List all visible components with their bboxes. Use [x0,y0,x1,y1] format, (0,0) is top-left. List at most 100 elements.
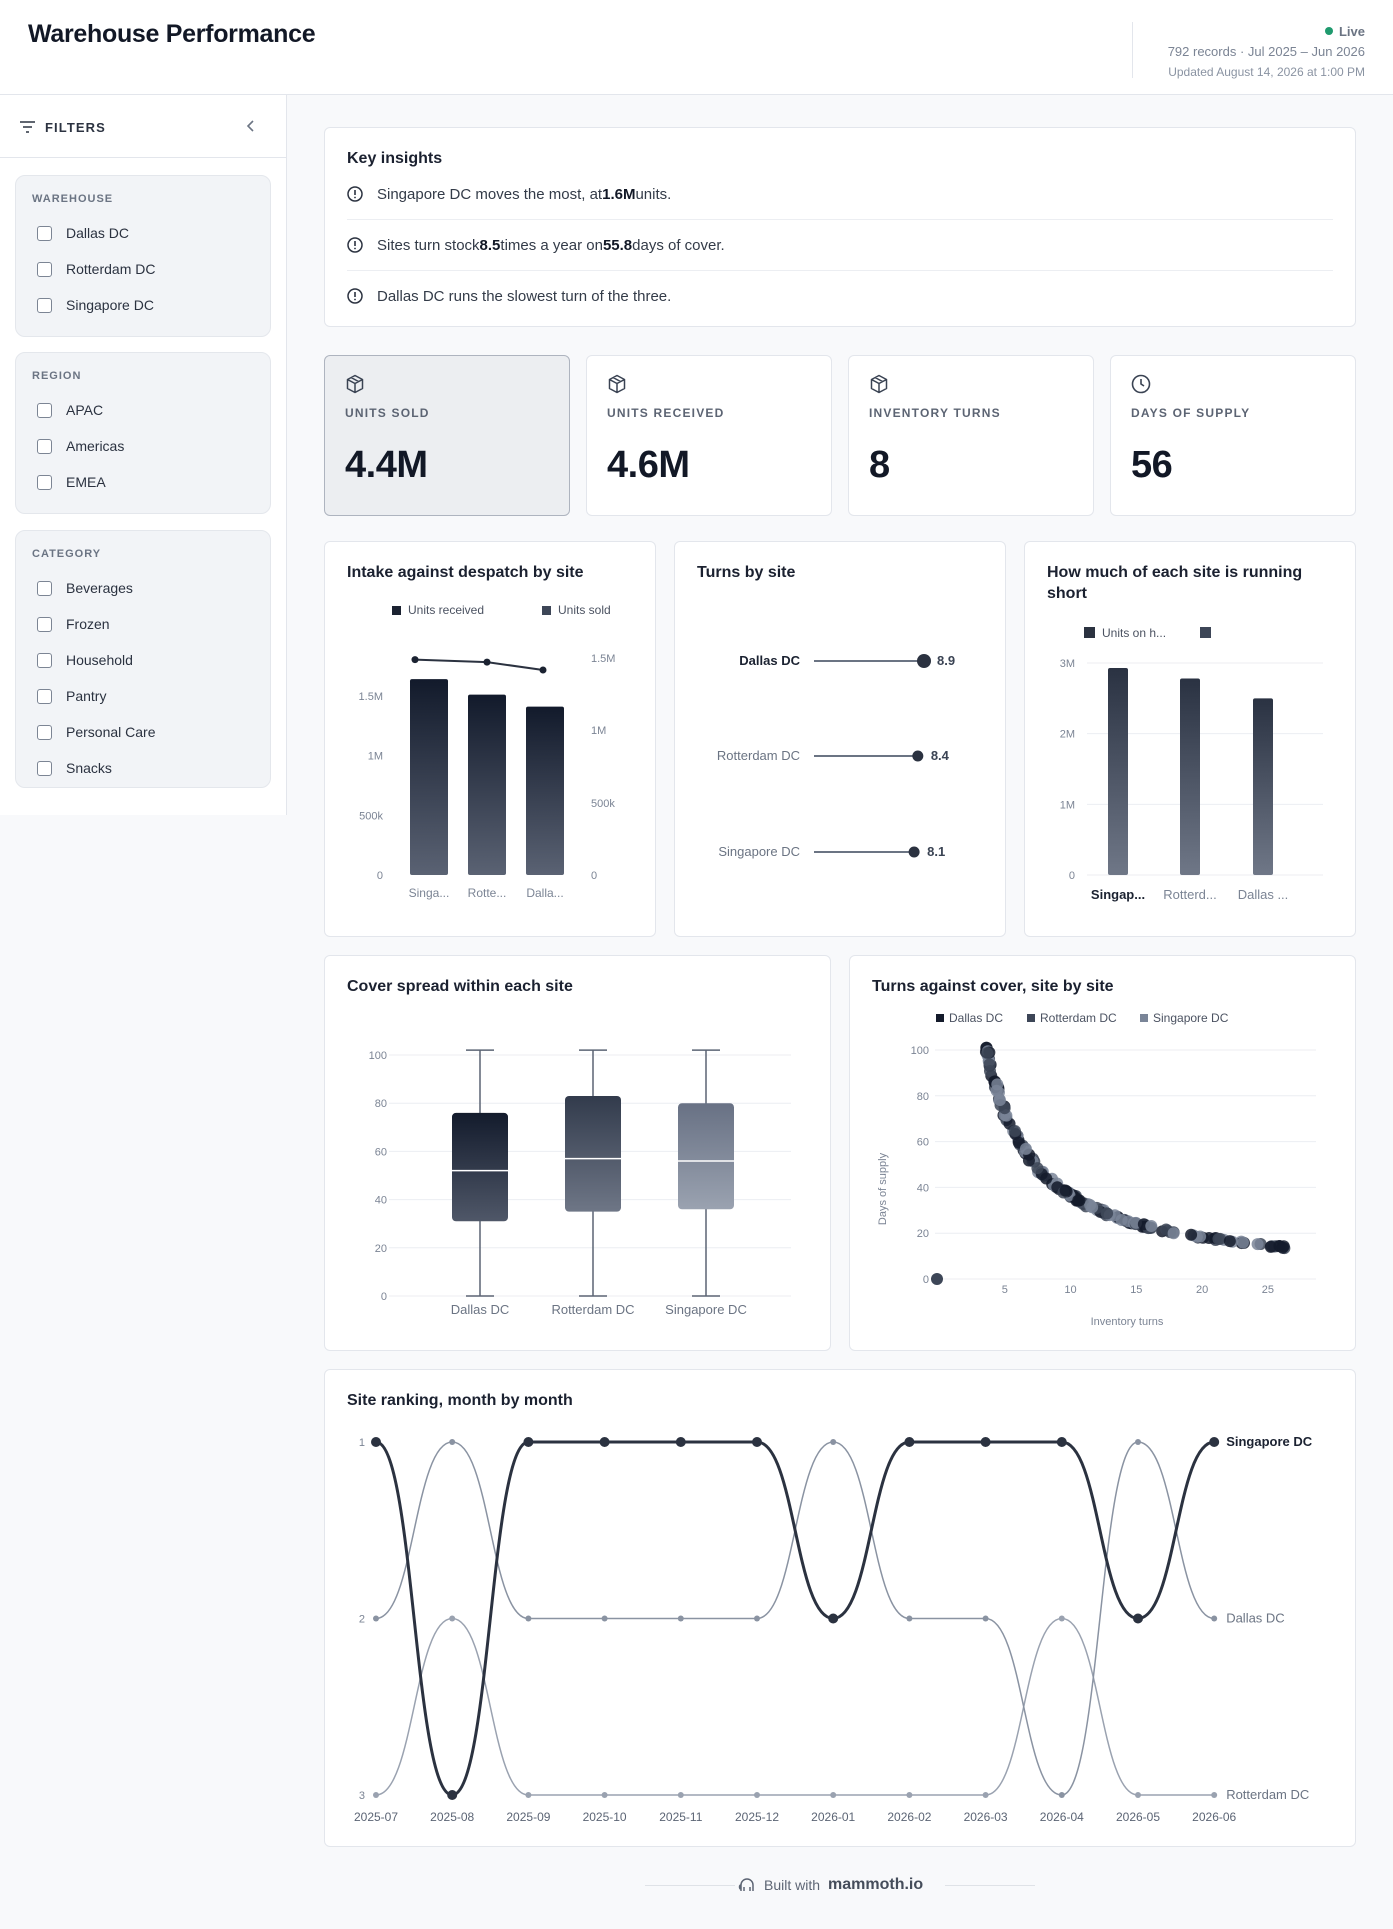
y-tick-label: 80 [375,1098,387,1110]
lollipop-dot [912,750,924,762]
filter-option[interactable]: Pantry [37,685,106,707]
clock-icon [1131,374,1151,394]
scatter-point [990,1084,1003,1097]
chart-title: Site ranking, month by month [347,1392,573,1409]
intake-despatch-card: Intake against despatch by site Units re… [324,541,656,937]
y-tick-label: 2 [359,1614,365,1626]
filter-option[interactable]: EMEA [37,471,106,493]
checkbox[interactable] [37,760,52,776]
app-header: Warehouse Performance Live 792 records ·… [0,0,1393,95]
checkbox[interactable] [37,438,52,454]
y-tick-label: 60 [375,1146,387,1158]
kpi-card-days-of-supply[interactable]: DAYS OF SUPPLY 56 [1110,355,1356,516]
kpi-label: UNITS RECEIVED [607,406,725,420]
checkbox[interactable] [37,402,52,418]
series-point [525,1792,532,1798]
updated-timestamp: Updated August 14, 2026 at 1:00 PM [1168,65,1365,79]
bar [1253,698,1273,875]
scatter-point [1236,1236,1249,1249]
filters-header: FILTERS [0,95,286,158]
x-tick-label: Dallas DC [451,1302,510,1317]
scatter-point [1251,1238,1264,1251]
x-tick-label: 25 [1262,1284,1274,1296]
filter-group-title: WAREHOUSE [32,193,114,205]
scatter-point [981,1046,994,1059]
checkbox[interactable] [37,580,52,596]
filter-option[interactable]: Frozen [37,613,110,635]
filter-group-title: REGION [32,370,82,382]
series-point [449,1439,456,1445]
series-point [1135,1439,1141,1445]
series-point [754,1615,760,1622]
built-with[interactable]: Built with mammoth.io [738,1876,923,1894]
x-tick-label: 2026-01 [811,1810,855,1824]
running-short-card: How much of each site is running short U… [1024,541,1356,937]
x-tick-label: 2025-11 [659,1810,702,1824]
filter-option[interactable]: Snacks [37,757,112,779]
series-point [982,1615,989,1622]
legend-label: Units sold [558,603,611,617]
checkbox[interactable] [37,688,52,704]
series-point [830,1792,837,1798]
page-title: Warehouse Performance [28,20,316,48]
legend-swatch [1027,1014,1035,1022]
scatter-point [1167,1227,1180,1240]
alert-circle-icon [347,288,363,304]
kpi-card-inventory-turns[interactable]: INVENTORY TURNS 8 [848,355,1094,516]
value-label: 8.9 [937,653,955,668]
turns-by-site-card: Turns by site Dallas DC 8.9 Rotterdam DC 8.… [674,541,1006,937]
header-divider [1132,22,1133,78]
series-point [373,1615,379,1622]
turns-cover-card: Turns against cover, site by site Dallas… [849,955,1356,1351]
bar [1180,678,1200,875]
insight-value: 8.5 [479,236,501,254]
y-tick-label: 100 [369,1050,387,1062]
scatter-point [993,1094,1006,1107]
x-tick-label: 2026-06 [1192,1810,1236,1824]
filter-option-label: APAC [66,402,104,418]
kpi-card-units-sold[interactable]: UNITS SOLD 4.4M [324,355,570,516]
filter-option[interactable]: APAC [37,399,103,421]
kpi-value: 4.6M [607,444,690,486]
checkbox[interactable] [37,474,52,490]
kpi-card-units-received[interactable]: UNITS RECEIVED 4.6M [586,355,832,516]
scatter-point [1019,1142,1032,1155]
chevron-left-icon [246,120,254,132]
collapse-sidebar-button[interactable] [246,119,256,138]
kpi-value: 56 [1131,444,1173,486]
checkbox[interactable] [37,225,52,241]
filter-option-label: Pantry [66,688,107,704]
filter-option[interactable]: Household [37,649,133,671]
filter-option[interactable]: Dallas DC [37,222,129,244]
series-point [447,1790,458,1800]
chart-title: Intake against despatch by site [347,564,584,581]
legend-swatch [542,606,551,615]
series-point [752,1437,762,1447]
y-tick-label: 60 [917,1137,929,1149]
filter-option[interactable]: Americas [37,435,124,457]
checkbox[interactable] [37,297,52,313]
y-category-label: Singapore DC [718,844,800,859]
kpi-value: 4.4M [345,444,428,486]
checkbox[interactable] [37,724,52,740]
running-short-chart: Units on h... 0 1M 2M 3M Singap... Rotterd... D… [1060,626,1323,902]
series-end-label: Dallas DC [1226,1611,1285,1626]
chart-title: Cover spread within each site [347,978,573,995]
series-point [1056,1437,1067,1447]
cover-spread-card: Cover spread within each site 0 20 40 60 80 1… [324,955,831,1351]
y-tick-label: 80 [917,1091,929,1103]
filter-option[interactable]: Personal Care [37,721,156,743]
key-insights-card: Key insights Singapore DC moves the most… [324,127,1356,327]
legend-swatch [392,606,401,615]
series-point [1211,1792,1218,1798]
y-axis-label: Days of supply [877,1152,889,1225]
scatter-point [983,1065,996,1078]
filter-option[interactable]: Rotterdam DC [37,258,155,280]
filter-option[interactable]: Beverages [37,577,133,599]
checkbox[interactable] [37,261,52,277]
filter-option[interactable]: Singapore DC [37,294,154,316]
checkbox[interactable] [37,616,52,632]
checkbox[interactable] [37,652,52,668]
y-tick-label: 3M [1060,658,1075,670]
cover-spread-chart: 0 20 40 60 80 100 Dallas DC Rotterdam DC Singapo… [369,1049,791,1317]
